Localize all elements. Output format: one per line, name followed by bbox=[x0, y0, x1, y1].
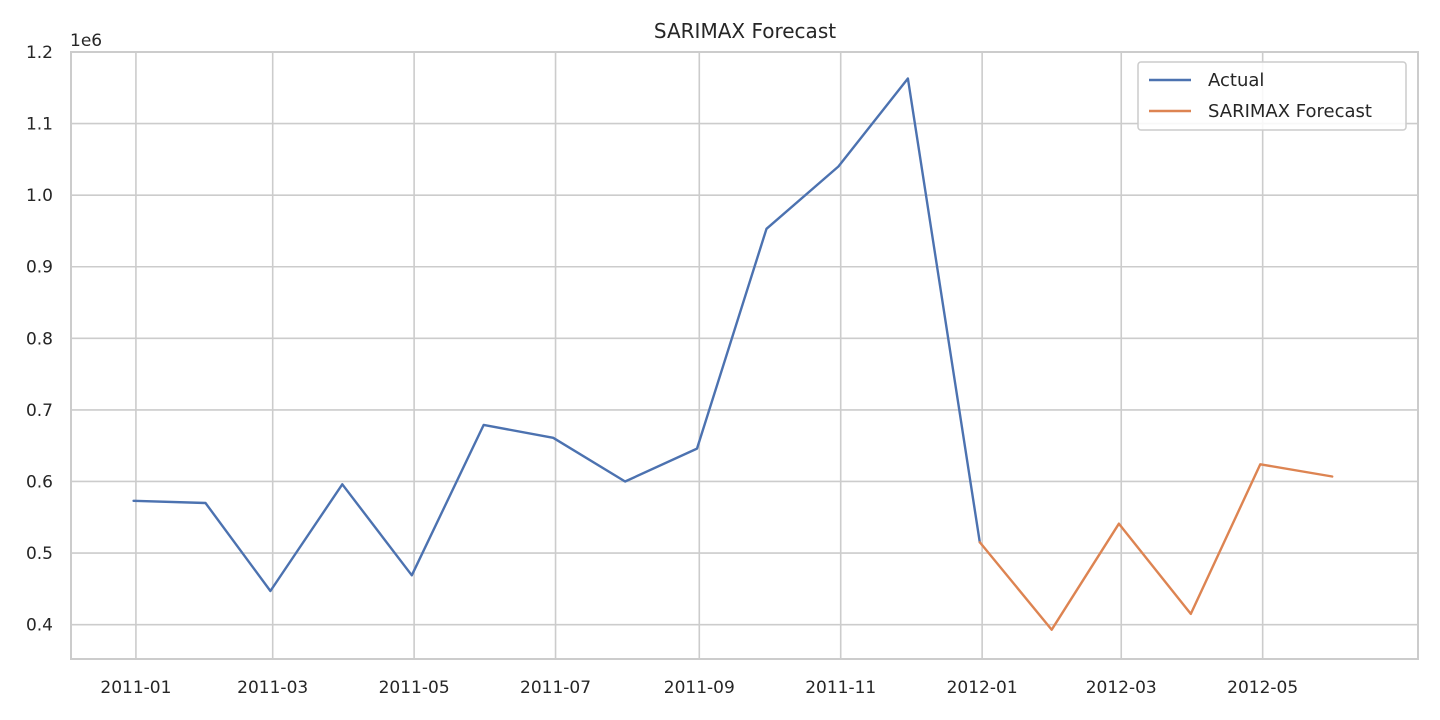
x-tick-label: 2012-01 bbox=[947, 678, 1018, 698]
y-offset-text: 1e6 bbox=[70, 31, 102, 51]
y-tick-label: 0.9 bbox=[26, 258, 53, 278]
y-tick-label: 0.4 bbox=[26, 616, 53, 636]
plot-frame bbox=[70, 51, 1419, 660]
grid-lines bbox=[71, 51, 1418, 659]
series-line-actual bbox=[132, 77, 981, 593]
x-tick-label: 2011-05 bbox=[379, 678, 450, 698]
x-tick-label: 2011-07 bbox=[520, 678, 591, 698]
x-tick-label: 2011-09 bbox=[664, 678, 735, 698]
series-line-forecast bbox=[978, 463, 1334, 631]
x-tick-label: 2011-01 bbox=[100, 678, 171, 698]
legend-label-forecast: SARIMAX Forecast bbox=[1208, 101, 1372, 122]
y-tick-label: 1.0 bbox=[26, 186, 53, 206]
plot-series bbox=[132, 77, 1334, 631]
y-tick-label: 0.5 bbox=[26, 544, 53, 564]
x-tick-label: 2011-11 bbox=[805, 678, 876, 698]
y-tick-label: 1.2 bbox=[26, 43, 53, 63]
y-tick-label: 0.6 bbox=[26, 472, 53, 492]
x-tick-label: 2011-03 bbox=[237, 678, 308, 698]
legend-box bbox=[1137, 61, 1407, 131]
x-tick-label: 2012-05 bbox=[1227, 678, 1298, 698]
chart-title: SARIMAX Forecast bbox=[654, 19, 836, 43]
x-tick-label: 2012-03 bbox=[1086, 678, 1157, 698]
y-tick-label: 0.7 bbox=[26, 401, 53, 421]
axes: 0.4 0.5 0.6 0.7 0.8 0.9 1.0 1.1 1.2 2011-01 2011-0… bbox=[26, 43, 1298, 698]
legend-label-actual: Actual bbox=[1208, 70, 1264, 91]
legend: Actual SARIMAX Forecast bbox=[1137, 61, 1407, 131]
y-tick-label: 0.8 bbox=[26, 329, 53, 349]
y-tick-label: 1.1 bbox=[26, 115, 53, 135]
